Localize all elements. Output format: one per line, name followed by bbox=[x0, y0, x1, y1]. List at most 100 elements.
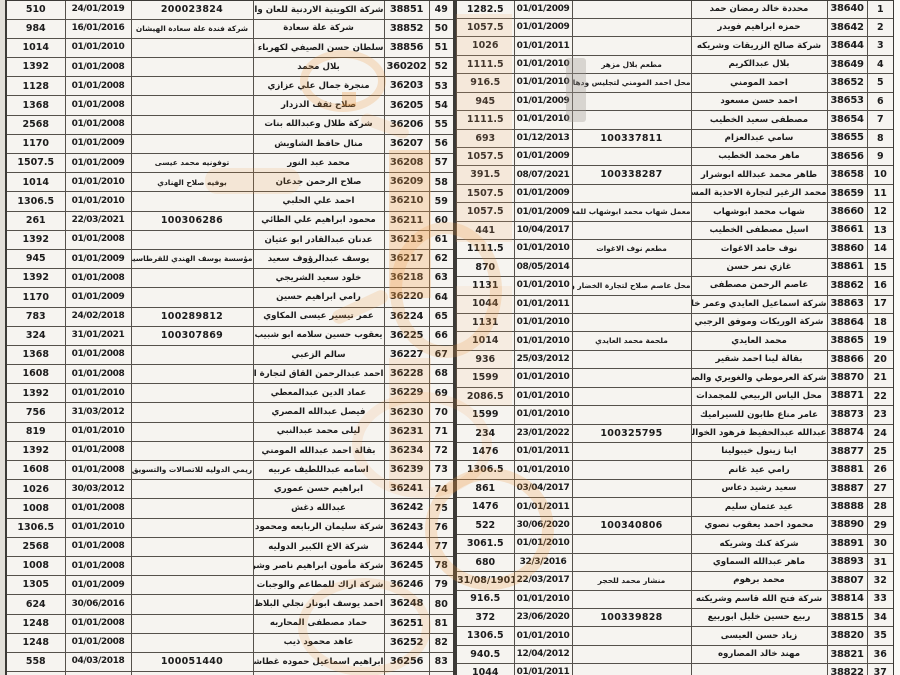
left-serial-cell: 64 bbox=[428, 287, 455, 308]
right-serial-cell: 2 bbox=[866, 17, 895, 38]
left-name-cell: احمد عبدالرحمن القاق لتجارة النظارات bbox=[252, 364, 385, 385]
right-trade-cell bbox=[571, 349, 692, 370]
right-date-cell: 01/01/2010 bbox=[513, 460, 573, 480]
right-serial-cell: 32 bbox=[866, 571, 895, 591]
right-date-cell: 01/01/2011 bbox=[513, 441, 573, 462]
right-serial-cell: 3 bbox=[866, 36, 895, 56]
table-row: 15 38861 غازي نمر حسن 08/05/2014 870 bbox=[455, 257, 895, 278]
table-row: 29 38890 محمود احمد يعقوب نصوي 100340806 30/… bbox=[455, 515, 895, 536]
right-date-cell: 01/01/2009 bbox=[513, 202, 573, 222]
table-row: 7 38654 مصطفى سعيد الخطيب 01/01/2010 1111.5 bbox=[455, 110, 895, 130]
right-reg-cell: 38821 bbox=[826, 644, 868, 665]
right-date-cell: 01/01/2010 bbox=[513, 386, 573, 407]
right-name-cell: شركة كنك وشريكه bbox=[690, 534, 828, 554]
right-serial-cell: 20 bbox=[866, 349, 895, 370]
right-name-cell: شركة الوريكات وموفق الرجبي bbox=[690, 312, 828, 333]
right-trade-cell: ملحمة محمد العايدي bbox=[571, 331, 692, 351]
left-serial-cell: 59 bbox=[428, 191, 455, 212]
left-date-cell: 08/08/2012 bbox=[64, 671, 132, 675]
left-date-cell: 01/01/2008 bbox=[64, 459, 132, 481]
left-serial-cell: 53 bbox=[428, 76, 455, 97]
right-trade-cell bbox=[571, 36, 692, 56]
right-serial-cell: 28 bbox=[866, 497, 895, 517]
right-serial-cell: 27 bbox=[866, 478, 895, 499]
right-name-cell: محمد العايدي bbox=[690, 331, 828, 351]
left-name-cell bbox=[252, 671, 385, 675]
table-row: 58 36209 صلاح الرحمن جدعان بوفيه صلاح الهنا… bbox=[5, 172, 455, 193]
right-serial-cell: 18 bbox=[866, 312, 895, 333]
left-name-cell: ابراهيم حسن عموري bbox=[252, 479, 385, 500]
right-serial-cell: 37 bbox=[866, 663, 895, 675]
left-name-cell: عماد الدين عبدالمعطي bbox=[252, 383, 385, 404]
left-reg-cell: 36231 bbox=[383, 421, 430, 442]
left-reg-cell: 36257 bbox=[383, 671, 430, 675]
left-reg-cell: 36208 bbox=[383, 152, 430, 174]
right-amount-cell: 870 bbox=[455, 257, 515, 278]
left-trade-cell bbox=[130, 37, 254, 59]
left-date-cell: 01/01/2008 bbox=[64, 57, 132, 78]
table-row: 71 36231 ليلى محمد عبدالنبي 01/01/2010 819 bbox=[5, 421, 455, 442]
right-reg-cell: 38890 bbox=[826, 515, 868, 536]
right-trade-cell: 100338287 bbox=[571, 165, 692, 185]
left-reg-cell: 36218 bbox=[383, 268, 430, 289]
right-reg-cell: 38887 bbox=[826, 478, 868, 499]
table-row: 56 36207 منال حافظ الشاويش 01/01/2009 1170 bbox=[5, 133, 455, 155]
left-date-cell: 16/01/2016 bbox=[64, 18, 132, 39]
table-row: 77 36244 شركة الاخ الكبير الدوليه 01/01/200… bbox=[5, 536, 455, 557]
right-date-cell: 01/01/2009 bbox=[513, 91, 573, 112]
right-reg-cell: 38659 bbox=[826, 183, 868, 204]
right-reg-cell: 38661 bbox=[826, 220, 868, 241]
left-amount-cell: 1306.5 bbox=[5, 517, 66, 538]
left-name-cell: صلاح الرحمن جدعان bbox=[252, 172, 385, 193]
left-name-cell: رامي ابراهيم حسين bbox=[252, 287, 385, 308]
right-amount-cell: 441 bbox=[455, 220, 515, 241]
right-date-cell: 01/01/2009 bbox=[513, 146, 573, 167]
left-reg-cell: 36246 bbox=[383, 575, 430, 596]
table-row: 23 38873 عامر مناع طابون للسيراميك 01/01/20… bbox=[455, 405, 895, 425]
left-amount-cell: 1128 bbox=[5, 76, 66, 97]
right-date-cell: 01/12/2013 bbox=[513, 128, 573, 149]
right-date-cell: 01/01/2009 bbox=[513, 17, 573, 38]
left-trade-cell bbox=[130, 440, 254, 462]
right-date-cell: 01/01/2010 bbox=[513, 239, 573, 259]
table-row: 54 36205 صلاح ثقف الدزدار 01/01/2008 1368 bbox=[5, 95, 455, 116]
right-date-cell: 01/01/2010 bbox=[513, 534, 573, 554]
right-date-cell: 32/3/2016 bbox=[513, 552, 573, 573]
right-amount-cell: 1131 bbox=[455, 276, 515, 296]
left-trade-cell: 100306286 bbox=[130, 210, 254, 231]
left-name-cell: شركة اراك للمطاعم والوجبات السريعه bbox=[252, 575, 385, 596]
left-date-cell: 31/01/2021 bbox=[64, 325, 132, 346]
right-reg-cell: 38822 bbox=[826, 663, 868, 675]
left-trade-cell: مؤسسة يوسف الهندي للقرطاسيه bbox=[130, 248, 254, 270]
table-row: 28 38888 عيد عثمان سليم 01/01/2011 1476 bbox=[455, 497, 895, 517]
right-name-cell: شركة فتح الله قاسم وشريكته bbox=[690, 589, 828, 609]
table-row: 24 38874 عبدالله عبدالحفيظ فرهود الخوالده 1… bbox=[455, 423, 895, 444]
left-trade-cell bbox=[130, 555, 254, 577]
table-row: 33 38814 شركة فتح الله قاسم وشريكته 01/01/2… bbox=[455, 589, 895, 609]
table-row: 12 38660 شهاب محمد ابوشهاب معمل شهاب محمد ا… bbox=[455, 202, 895, 222]
left-name-cell: حماد مصطفى المحاربه bbox=[252, 613, 385, 634]
left-amount-cell: 1170 bbox=[5, 287, 66, 308]
left-name-cell: فيصل عبدالله المصري bbox=[252, 402, 385, 423]
right-date-cell: 01/01/2010 bbox=[513, 73, 573, 93]
left-amount-cell: 1608 bbox=[5, 364, 66, 385]
left-serial-cell: 49 bbox=[428, 0, 455, 20]
left-trade-cell bbox=[130, 613, 254, 634]
right-date-cell: 01/01/2010 bbox=[513, 312, 573, 333]
table-row: 62 36217 يوسف عبدالرؤوف سعيد مؤسسة يوسف اله… bbox=[5, 248, 455, 270]
left-date-cell: 01/01/2008 bbox=[64, 114, 132, 135]
left-serial-cell: 80 bbox=[428, 594, 455, 615]
right-amount-cell: 1044 bbox=[455, 663, 515, 675]
right-name-cell: حمزه ابراهيم فويدر bbox=[690, 17, 828, 38]
right-reg-cell: 38652 bbox=[826, 73, 868, 93]
left-trade-cell: شركة فندة علة سعادة الهيشان bbox=[130, 18, 254, 39]
left-date-cell: 01/01/2009 bbox=[64, 248, 132, 270]
right-date-cell: 01/01/2010 bbox=[513, 110, 573, 130]
left-serial-cell: 55 bbox=[428, 114, 455, 135]
right-amount-cell: 1306.5 bbox=[455, 460, 515, 480]
right-trade-cell bbox=[571, 644, 692, 665]
table-row: 53 36203 منجرة جمال علي عزازي 01/01/2008 112… bbox=[5, 76, 455, 97]
left-reg-cell: 36229 bbox=[383, 383, 430, 404]
left-date-cell: 01/01/2009 bbox=[64, 152, 132, 174]
